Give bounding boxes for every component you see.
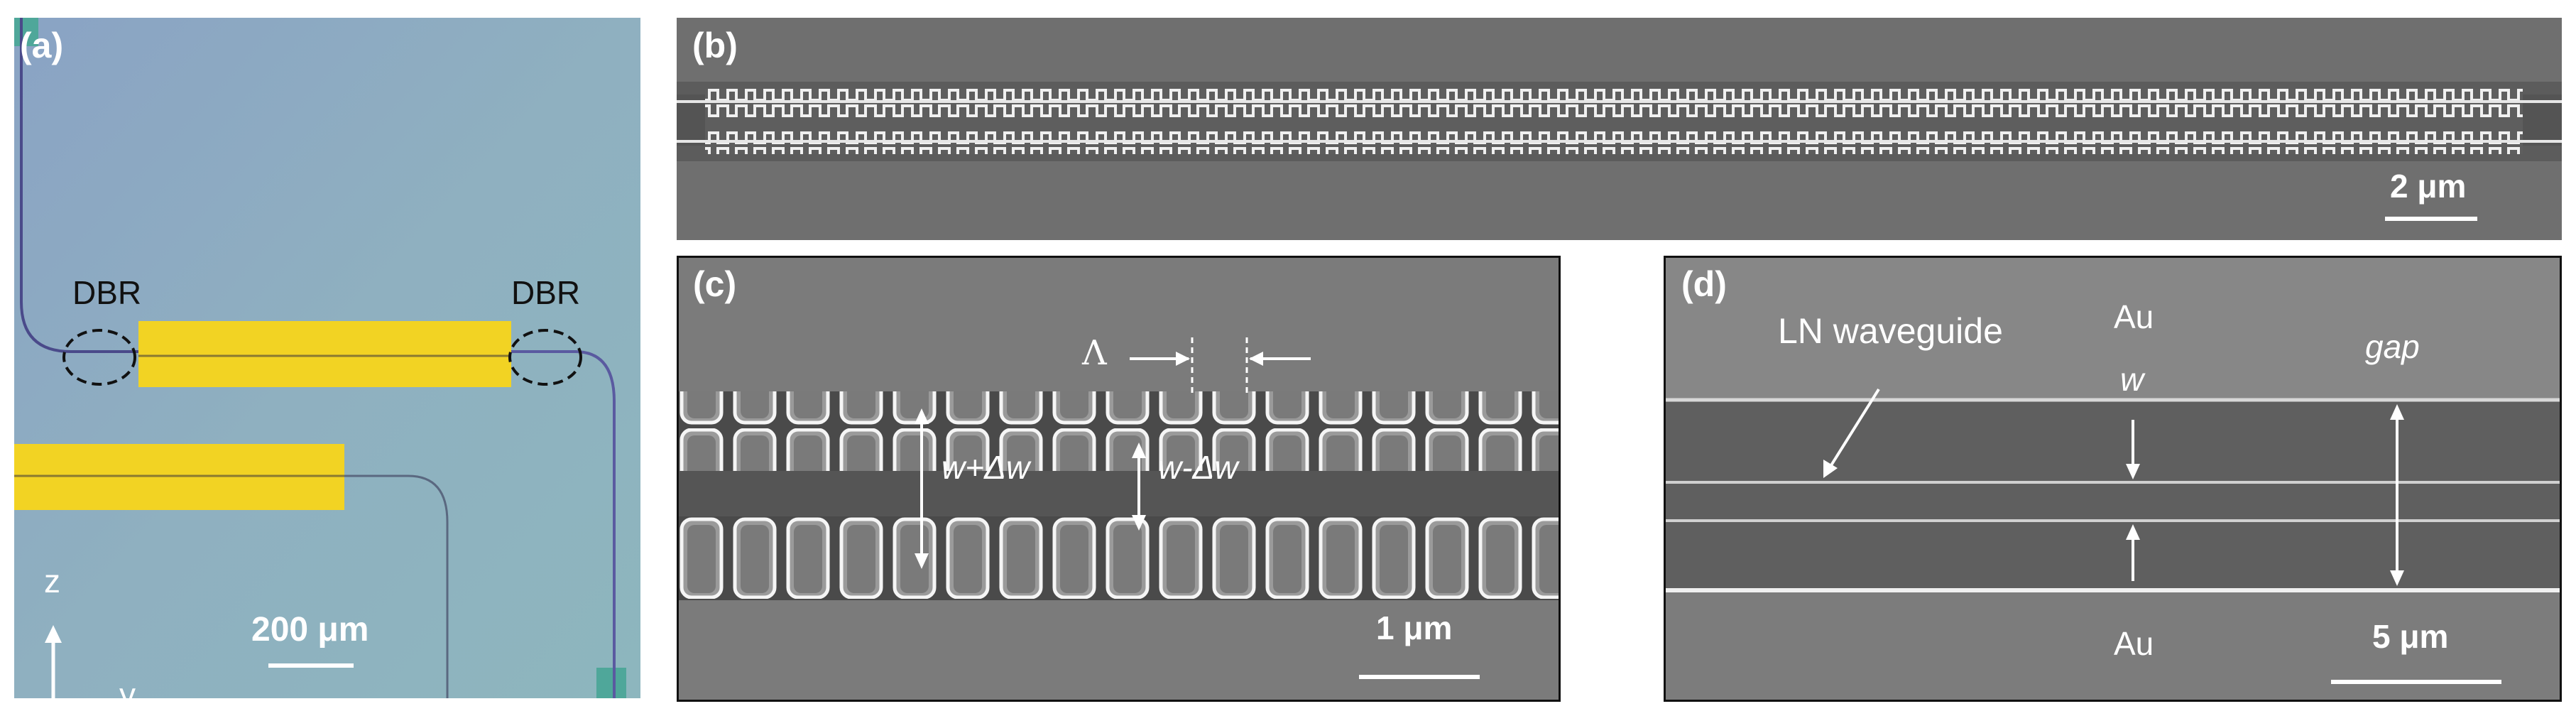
gap-arrowhead-top <box>2390 404 2404 420</box>
panel-b-scale-label: 2 μm <box>2390 168 2467 205</box>
gap-region <box>1666 400 2560 590</box>
panel-d-sem-image: (d) LN waveguide Au w gap Au 5 μm <box>1664 256 2562 702</box>
right-waveguide <box>511 350 616 698</box>
waveguide-pointer <box>1826 388 1880 472</box>
width-label: w <box>2120 361 2144 398</box>
panel-a-scale-bar <box>268 663 354 668</box>
waveguide-pointer-head <box>1823 460 1838 478</box>
top-left-pad <box>14 18 38 46</box>
panel-b-graphic <box>677 18 2562 240</box>
panel-a-graphic <box>14 18 640 698</box>
au-top-electrode <box>1666 258 2560 400</box>
narrow-width-label: w-Δw <box>1158 449 1238 486</box>
panel-d-scale-bar <box>2331 680 2501 684</box>
axis-y-label: y <box>119 676 136 698</box>
left-waveguide <box>20 18 138 353</box>
grating-top-row <box>679 391 1559 473</box>
lower-waveguide <box>14 474 449 698</box>
panel-c-graphic <box>679 258 1559 700</box>
width-arrowhead-top <box>2126 464 2140 479</box>
wide-width-label: w+Δw <box>942 449 1030 486</box>
panel-a-letter: (a) <box>20 26 64 65</box>
grating-teeth <box>705 89 2523 154</box>
wide-arrowhead-bottom <box>915 553 929 569</box>
narrow-arrowhead-top <box>1132 443 1146 458</box>
period-arrowhead-left <box>1176 352 1190 366</box>
grating-bottom-row <box>679 515 1559 600</box>
panel-c-sem-image: (c) Λ w+Δw w-Δw 1 μm <box>677 256 1561 702</box>
width-arrowhead-bottom <box>2126 524 2140 540</box>
gap-arrowhead-bottom <box>2390 570 2404 586</box>
au-top-label: Au <box>2114 298 2154 335</box>
waveguide-label: LN waveguide <box>1778 311 2003 351</box>
period-label: Λ <box>1082 333 1107 373</box>
waveguide-core <box>679 471 1559 516</box>
dbr-left-marker <box>62 329 136 386</box>
narrow-arrowhead-bottom <box>1132 515 1146 531</box>
panel-d-scale-label: 5 μm <box>2372 618 2449 655</box>
au-bottom-label: Au <box>2114 625 2154 662</box>
panel-a-scale-label: 200 μm <box>251 611 369 649</box>
upper-electrode <box>138 321 511 387</box>
panel-b-sem-image: (b) 2 μm <box>677 18 2562 240</box>
panel-d-letter: (d) <box>1681 264 1727 304</box>
period-arrowhead-right <box>1249 352 1263 366</box>
wide-arrowhead-top <box>915 408 929 424</box>
panel-b-scale-bar <box>2385 217 2477 221</box>
z-axis-arrowhead <box>45 625 62 643</box>
gap-label: gap <box>2365 328 2420 365</box>
panel-c-letter: (c) <box>693 264 737 304</box>
dbr-right-label: DBR <box>511 274 581 311</box>
dbr-right-marker <box>508 329 582 386</box>
panel-b-letter: (b) <box>692 26 738 65</box>
bottom-right-pad <box>596 668 626 698</box>
panel-a-optical-micrograph: (a) DBR DBR 200 μm z y <box>14 18 640 698</box>
panel-c-scale-label: 1 μm <box>1376 609 1453 646</box>
panel-c-scale-bar <box>1359 675 1480 679</box>
dbr-left-label: DBR <box>72 274 142 311</box>
axis-z-label: z <box>44 563 60 600</box>
